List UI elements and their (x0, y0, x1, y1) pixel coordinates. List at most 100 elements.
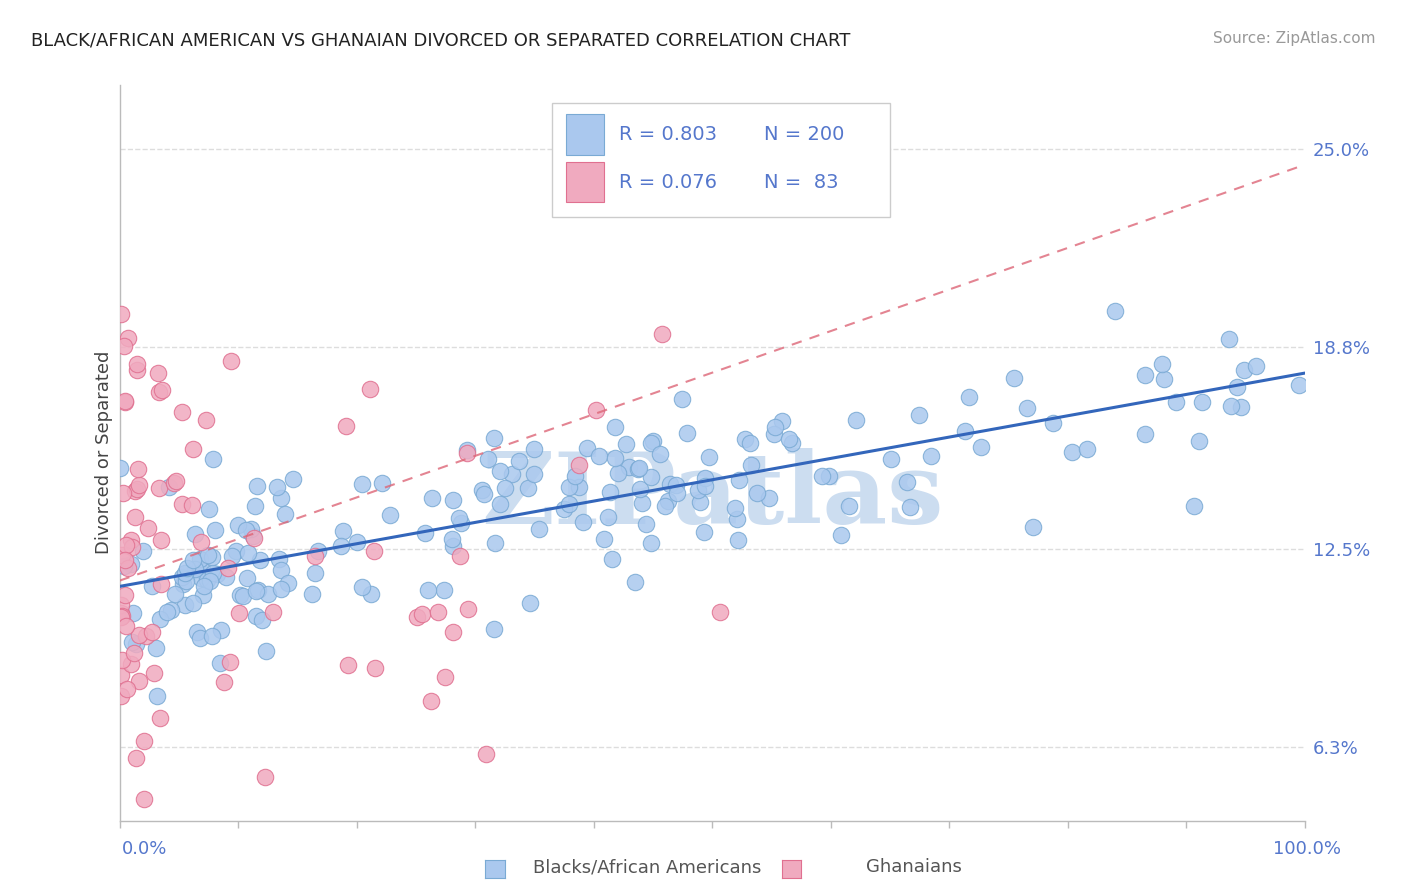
Point (184, 526, 207, 541)
Point (477, 452, 499, 467)
Point (257, 587, 280, 601)
Point (443, 625, 465, 640)
Point (494, 481, 516, 495)
Point (187, 562, 209, 576)
Point (371, 475, 394, 490)
Point (172, 570, 194, 584)
Point (243, 500, 266, 514)
Text: 0.0%: 0.0% (122, 840, 167, 858)
Point (953, 424, 976, 438)
Point (599, 485, 621, 500)
Point (957, 390, 980, 404)
Point (592, 532, 614, 546)
Point (111, 653, 134, 667)
Point (269, 552, 291, 566)
Text: Blacks/African Americans: Blacks/African Americans (533, 858, 761, 876)
Point (350, 580, 373, 594)
Point (516, 481, 538, 495)
Point (228, 518, 250, 533)
Text: 100.0%: 100.0% (1274, 840, 1341, 858)
Point (124, 751, 146, 765)
Y-axis label: Divorced or Separated: Divorced or Separated (94, 351, 112, 554)
Point (254, 770, 277, 784)
Point (1135, 427, 1157, 442)
Point (110, 689, 132, 703)
Point (1191, 395, 1213, 409)
Point (920, 449, 942, 463)
Point (568, 458, 591, 472)
Point (664, 477, 686, 491)
Point (201, 566, 224, 580)
Point (575, 441, 598, 455)
Point (159, 603, 181, 617)
Point (141, 624, 163, 639)
Point (585, 403, 607, 417)
Point (845, 413, 868, 427)
Point (245, 584, 267, 599)
Point (651, 327, 673, 342)
Point (114, 395, 136, 409)
Point (235, 523, 257, 537)
Point (183, 562, 205, 576)
Point (693, 471, 716, 485)
Point (125, 637, 148, 651)
Point (127, 462, 149, 476)
Point (689, 495, 711, 509)
Point (307, 544, 329, 558)
Text: N = 200: N = 200 (765, 125, 845, 144)
Point (254, 643, 277, 657)
Point (121, 635, 143, 649)
Point (1135, 368, 1157, 382)
Point (225, 543, 247, 558)
Point (229, 588, 252, 602)
Point (193, 579, 215, 593)
Point (745, 486, 768, 500)
Point (1244, 359, 1267, 373)
Point (174, 566, 197, 580)
Point (181, 596, 204, 610)
Point (186, 624, 208, 639)
Point (111, 548, 134, 562)
Point (127, 363, 149, 377)
Point (1004, 371, 1026, 385)
Point (149, 533, 172, 547)
Point (433, 582, 456, 597)
Point (830, 528, 852, 542)
Point (128, 674, 150, 689)
Point (523, 442, 546, 456)
Point (643, 434, 665, 448)
Point (172, 577, 194, 591)
Point (657, 494, 679, 508)
Point (143, 665, 166, 680)
Point (112, 558, 135, 573)
Point (411, 607, 433, 622)
Point (1152, 357, 1174, 371)
Point (232, 589, 254, 603)
Point (125, 357, 148, 371)
Point (247, 583, 270, 598)
Point (110, 667, 132, 681)
Point (627, 462, 650, 476)
Point (200, 574, 222, 589)
Point (242, 529, 264, 543)
Point (605, 450, 627, 465)
Point (441, 493, 464, 508)
Point (208, 657, 231, 671)
Point (120, 657, 142, 671)
Point (896, 475, 918, 490)
Point (110, 307, 132, 321)
Point (449, 549, 471, 563)
Point (778, 432, 800, 446)
Point (135, 629, 157, 643)
Point (628, 483, 651, 497)
Point (600, 551, 623, 566)
Point (270, 582, 292, 597)
Point (304, 566, 326, 581)
Point (346, 534, 368, 549)
Point (219, 655, 242, 669)
Point (150, 383, 173, 397)
Point (277, 575, 299, 590)
Point (450, 516, 472, 530)
Point (456, 446, 478, 460)
Point (1219, 399, 1241, 413)
